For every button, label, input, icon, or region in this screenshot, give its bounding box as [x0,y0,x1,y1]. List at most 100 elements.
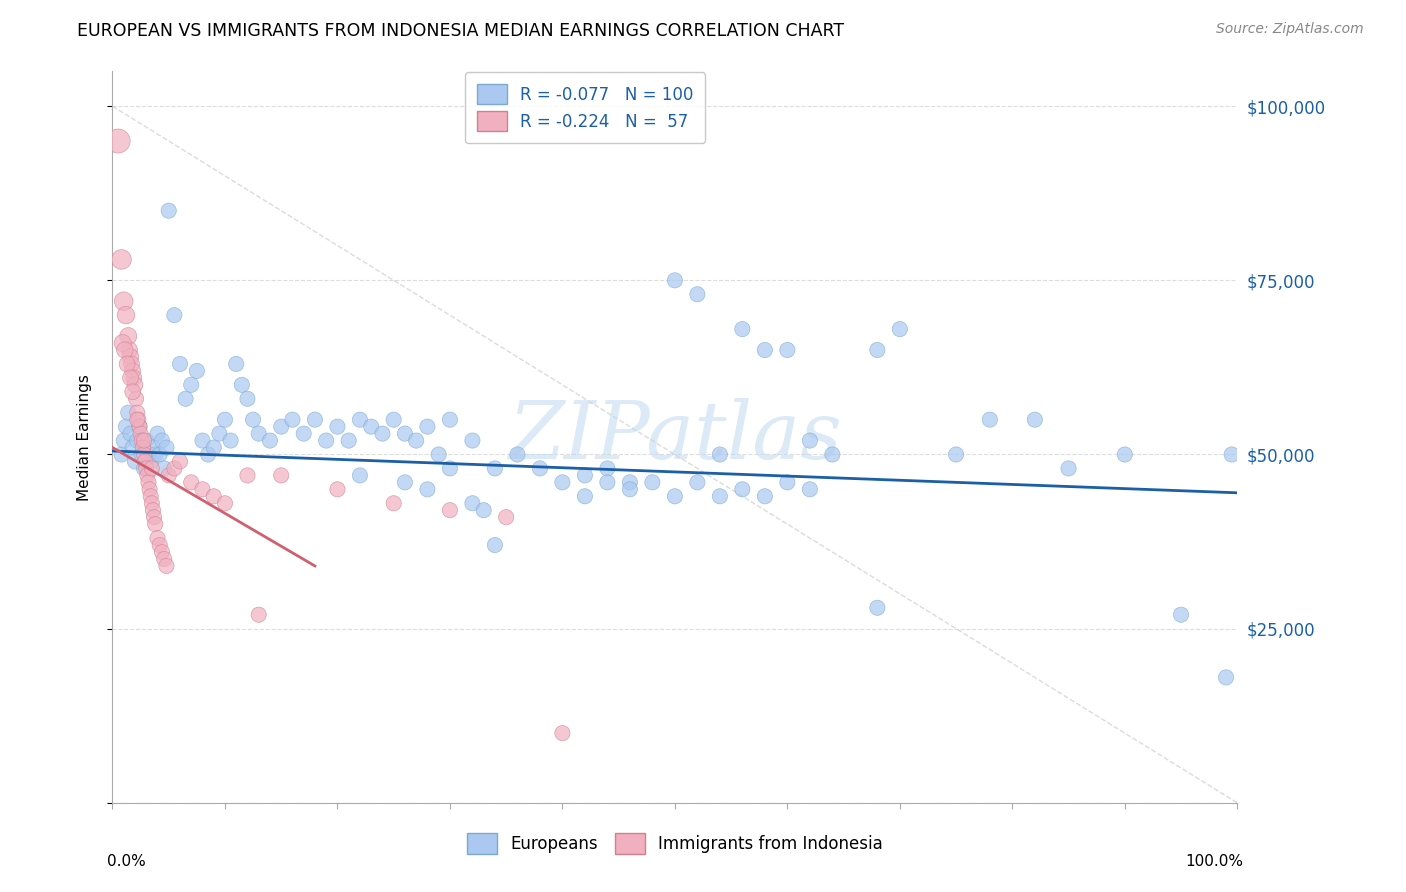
Point [709,448,731,462]
Point [1057,461,1080,475]
Point [214,496,236,510]
Point [664,489,686,503]
Point [157,203,180,218]
Point [169,454,191,468]
Point [124,454,146,468]
Point [107,134,129,148]
Point [686,475,709,490]
Point [118,343,141,357]
Point [219,434,242,448]
Point [150,545,173,559]
Point [484,538,506,552]
Point [551,475,574,490]
Point [127,412,149,426]
Point [270,468,292,483]
Point [281,412,304,426]
Point [461,434,484,448]
Point [157,468,180,483]
Point [326,483,349,497]
Point [259,434,281,448]
Point [799,483,821,497]
Point [146,426,169,441]
Point [180,475,202,490]
Point [191,434,214,448]
Point [596,461,619,475]
Point [506,448,529,462]
Point [945,448,967,462]
Point [382,412,405,426]
Point [731,483,754,497]
Legend: Europeans, Immigrants from Indonesia: Europeans, Immigrants from Indonesia [460,827,890,860]
Point [574,489,596,503]
Point [135,461,157,475]
Point [121,357,143,371]
Point [472,503,495,517]
Point [121,441,143,455]
Point [416,419,439,434]
Point [270,419,292,434]
Point [337,434,360,448]
Point [150,434,173,448]
Point [371,426,394,441]
Point [495,510,517,524]
Point [129,426,152,441]
Point [889,322,911,336]
Point [180,377,202,392]
Point [132,448,155,462]
Point [1114,448,1136,462]
Point [202,489,225,503]
Point [382,496,405,510]
Point [754,489,776,503]
Point [128,419,150,434]
Point [127,406,149,420]
Point [141,461,163,475]
Point [551,726,574,740]
Point [122,371,145,385]
Point [115,308,138,322]
Text: 100.0%: 100.0% [1185,854,1243,869]
Point [110,448,132,462]
Point [304,412,326,426]
Point [139,454,162,468]
Point [121,384,143,399]
Point [754,343,776,357]
Point [155,441,177,455]
Point [686,287,709,301]
Point [135,434,157,448]
Point [174,392,197,406]
Point [132,434,155,448]
Point [120,426,142,441]
Point [529,461,551,475]
Point [866,600,889,615]
Point [143,448,166,462]
Point [315,434,337,448]
Point [349,468,371,483]
Point [247,607,270,622]
Point [146,531,169,545]
Text: Source: ZipAtlas.com: Source: ZipAtlas.com [1216,22,1364,37]
Point [110,252,132,267]
Point [142,441,165,455]
Point [236,468,259,483]
Point [247,426,270,441]
Point [169,357,191,371]
Point [163,308,186,322]
Point [439,503,461,517]
Point [416,483,439,497]
Point [143,510,166,524]
Point [979,412,1001,426]
Point [115,357,138,371]
Point [405,434,427,448]
Point [484,461,506,475]
Point [214,412,236,426]
Point [149,448,172,462]
Point [143,517,166,532]
Point [142,503,165,517]
Point [394,426,416,441]
Point [349,412,371,426]
Point [197,448,219,462]
Point [111,336,134,351]
Point [709,489,731,503]
Point [619,483,641,497]
Point [292,426,315,441]
